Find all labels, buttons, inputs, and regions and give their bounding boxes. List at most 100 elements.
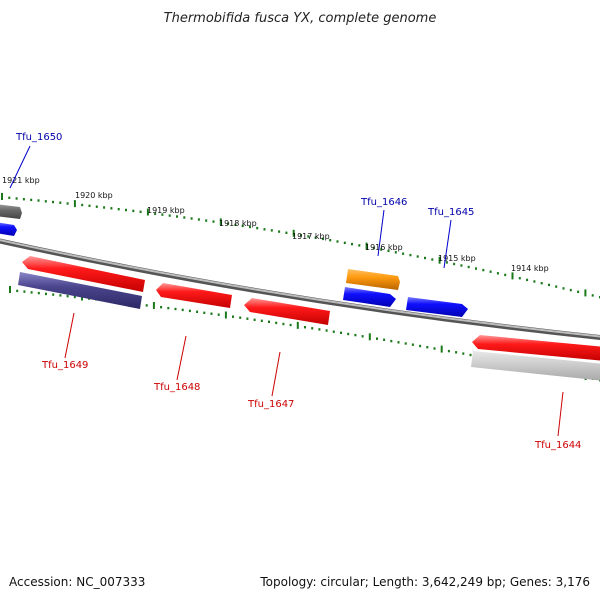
forward-ring-major-tick xyxy=(1,193,3,200)
forward-ring-minor-tick xyxy=(154,212,157,215)
reverse-ring-minor-tick xyxy=(383,338,386,341)
reverse-ring-minor-tick xyxy=(160,306,163,309)
forward-ring-major-tick xyxy=(438,256,441,264)
forward-ring-minor-tick xyxy=(30,198,33,202)
reverse-ring-major-tick xyxy=(9,286,11,293)
forward-ring-minor-tick xyxy=(372,246,375,250)
gene-tfu-1649[interactable] xyxy=(18,272,142,309)
forward-ring-minor-tick xyxy=(95,205,98,208)
forward-ring-minor-tick xyxy=(562,287,565,290)
forward-ring-minor-tick xyxy=(591,294,594,297)
gene-tfu-1649-upper[interactable] xyxy=(22,256,145,292)
forward-ring-minor-tick xyxy=(504,273,507,277)
reverse-ring-minor-tick xyxy=(37,291,40,295)
reverse-ring-minor-tick xyxy=(397,341,400,344)
forward-ring-minor-tick xyxy=(445,261,448,264)
reverse-ring-minor-tick xyxy=(455,351,458,354)
forward-ring-minor-tick xyxy=(117,208,120,211)
gene-label-tfu-1648[interactable]: Tfu_1648 xyxy=(153,382,200,393)
forward-ring-minor-tick xyxy=(555,285,558,288)
gene-tfu-1648[interactable] xyxy=(156,283,232,308)
forward-ring-minor-tick xyxy=(22,198,25,201)
gene-label-tfu-1645[interactable]: Tfu_1645 xyxy=(427,207,474,218)
forward-ring-minor-tick xyxy=(577,290,580,293)
reverse-ring-minor-tick xyxy=(196,310,199,313)
gene-tfu-1650[interactable] xyxy=(0,204,22,219)
callout-tfu-1649 xyxy=(64,312,75,359)
forward-ring-minor-tick xyxy=(358,244,361,247)
forward-ring-minor-tick xyxy=(263,228,266,231)
reverse-ring-major-tick xyxy=(152,302,155,309)
reverse-ring-minor-tick xyxy=(188,309,191,313)
forward-ring-major-tick xyxy=(292,229,295,237)
forward-ring-minor-tick xyxy=(139,210,142,213)
reverse-ring-minor-tick xyxy=(289,323,292,327)
reverse-ring-minor-tick xyxy=(145,304,148,307)
reverse-ring-minor-tick xyxy=(232,315,234,318)
tick-label-1916: 1916 kbp xyxy=(365,243,403,252)
forward-ring-minor-tick xyxy=(496,272,499,275)
gene-tfu-1645[interactable] xyxy=(406,297,468,317)
forward-ring-minor-tick xyxy=(249,225,251,229)
forward-ring-minor-tick xyxy=(431,258,434,261)
forward-ring-major-tick xyxy=(365,242,368,250)
forward-ring-minor-tick xyxy=(467,265,470,269)
forward-ring-minor-tick xyxy=(197,218,200,221)
accession-text: Accession: NC_007333 xyxy=(9,575,145,589)
gene-tfu-1644-upper[interactable] xyxy=(472,335,600,361)
reverse-ring-minor-tick xyxy=(73,295,76,299)
forward-ring-major-tick xyxy=(73,200,76,208)
forward-ring-major-tick xyxy=(146,208,149,216)
forward-ring-minor-tick xyxy=(37,199,40,202)
reverse-ring-minor-tick xyxy=(59,294,62,297)
forward-ring-minor-tick xyxy=(132,209,135,213)
forward-ring-minor-tick xyxy=(270,229,273,232)
forward-ring-minor-tick xyxy=(307,235,310,238)
forward-ring-minor-tick xyxy=(394,251,397,254)
map-title: Thermobifida fusca YX, complete genome xyxy=(164,11,437,26)
forward-ring-minor-tick xyxy=(205,219,208,222)
callout-tfu-1648 xyxy=(176,335,187,381)
reverse-ring-minor-tick xyxy=(347,332,350,336)
reverse-ring-minor-tick xyxy=(181,308,184,312)
forward-ring-minor-tick xyxy=(380,248,383,251)
forward-ring-minor-tick xyxy=(475,267,477,270)
forward-ring-minor-tick xyxy=(351,242,353,246)
forward-ring-minor-tick xyxy=(300,234,302,237)
forward-ring-minor-tick xyxy=(285,231,288,234)
gene-label-tfu-1647[interactable]: Tfu_1647 xyxy=(247,399,294,410)
callout-tfu-1650 xyxy=(9,145,31,189)
forward-ring-minor-tick xyxy=(212,220,215,223)
forward-ring-minor-tick xyxy=(234,223,237,226)
forward-ring-minor-tick xyxy=(526,278,529,282)
forward-ring-minor-tick xyxy=(161,213,164,216)
reverse-ring-minor-tick xyxy=(361,335,364,338)
genome-summary-text: Topology: circular; Length: 3,642,249 bp… xyxy=(259,575,590,589)
reverse-ring-minor-tick xyxy=(239,316,242,319)
forward-ring-minor-tick xyxy=(321,237,324,241)
gene-label-tfu-1649[interactable]: Tfu_1649 xyxy=(41,360,88,371)
gene-tfu-1650-partial[interactable] xyxy=(0,222,17,236)
forward-ring-minor-tick xyxy=(8,196,11,199)
gene-tfu-1647[interactable] xyxy=(244,298,330,325)
gene-tfu-1646[interactable] xyxy=(346,269,400,290)
forward-ring-major-tick xyxy=(584,289,587,297)
forward-ring-minor-tick xyxy=(241,224,244,228)
reverse-ring-minor-tick xyxy=(340,331,342,334)
callout-tfu-1645 xyxy=(443,219,452,269)
forward-ring-minor-tick xyxy=(540,282,543,285)
gene-label-tfu-1646[interactable]: Tfu_1646 xyxy=(360,197,407,208)
gene-tfu-1644[interactable] xyxy=(471,351,600,381)
gene-label-tfu-1644[interactable]: Tfu_1644 xyxy=(534,440,581,451)
gene-label-tfu-1650[interactable]: Tfu_1650 xyxy=(15,132,62,143)
reverse-ring-minor-tick xyxy=(318,328,321,331)
gene-tfu-1645-left[interactable] xyxy=(343,287,396,307)
forward-ring-minor-tick xyxy=(387,249,390,253)
reverse-ring-minor-tick xyxy=(52,293,55,296)
reverse-ring-major-tick xyxy=(296,321,299,329)
forward-ring-minor-tick xyxy=(533,280,536,283)
forward-ring-minor-tick xyxy=(489,270,492,273)
callout-tfu-1644 xyxy=(557,391,564,437)
